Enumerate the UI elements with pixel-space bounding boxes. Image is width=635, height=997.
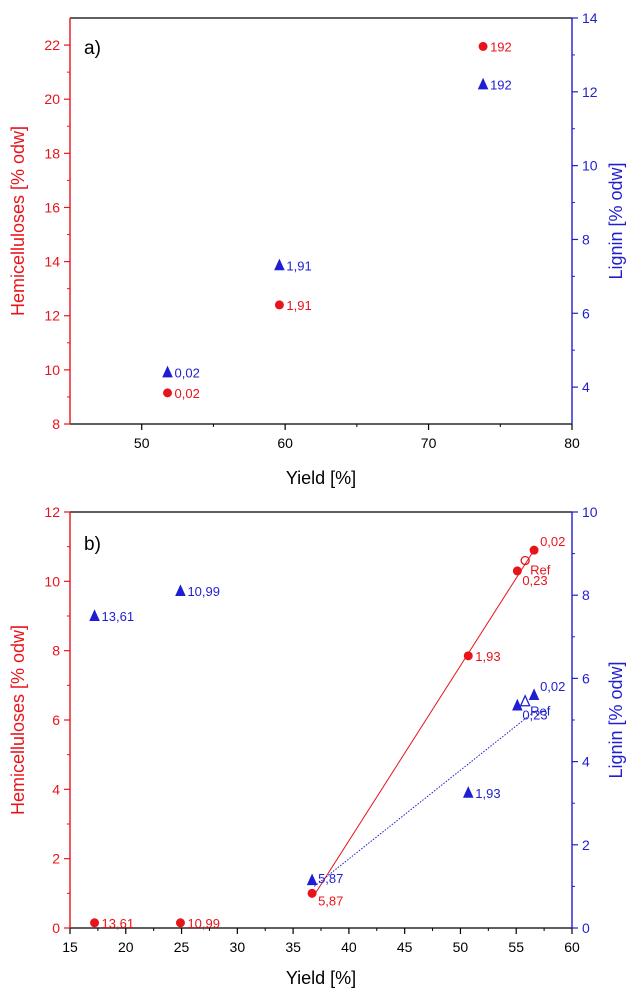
hemicellulose-point xyxy=(307,888,317,898)
lignin-point xyxy=(512,698,523,711)
y-right-tick-label: 4 xyxy=(582,754,590,770)
hemicellulose-point-label: 0,02 xyxy=(175,386,200,401)
lignin-point xyxy=(274,258,285,271)
hemicellulose-point xyxy=(274,300,284,310)
y-left-tick-label: 14 xyxy=(44,254,60,270)
y-left-tick-label: 12 xyxy=(44,504,60,520)
lignin-point-label: Ref xyxy=(530,703,551,718)
x-tick-label: 45 xyxy=(397,939,413,955)
y-left-tick-label: 8 xyxy=(52,416,60,432)
lignin-point xyxy=(462,786,474,798)
lignin-point-label: 13,61 xyxy=(102,609,135,624)
y-left-tick-label: 8 xyxy=(52,643,60,659)
y-right-tick-label: 6 xyxy=(582,305,590,321)
y-left-tick-label: 12 xyxy=(44,308,60,324)
hemicellulose-point-label: 192 xyxy=(490,39,512,54)
y-right-tick-label: 0 xyxy=(582,920,590,936)
hemicellulose-point-label: 1,91 xyxy=(286,298,311,313)
y-left-tick-label: 20 xyxy=(44,91,60,107)
x-tick-label: 40 xyxy=(341,939,357,955)
y-left-tick-label: 0 xyxy=(52,920,60,936)
panel-a: 50 60 70 80 8 10 12 14 16 18 20 22 4 6 8 10 12 14 Yield [%… xyxy=(8,10,626,488)
lignin-point-label: 0,23 xyxy=(522,707,547,722)
lignin-point-label: 1,91 xyxy=(286,258,311,273)
y-left-tick-label: 16 xyxy=(44,199,60,215)
x-tick-label: 60 xyxy=(564,939,580,955)
y-right-tick-label: 4 xyxy=(582,379,590,395)
y-left-axis-label: Hemicelluloses [% odw] xyxy=(8,126,28,316)
hemicellulose-point-label: Ref xyxy=(530,563,551,578)
y-right-axis-label: Lignin [% odw] xyxy=(606,162,626,279)
panel-label: a) xyxy=(84,38,101,59)
x-tick-label: 80 xyxy=(564,435,580,451)
panel-b: 15 20 25 30 35 40 45 50 55 600246810120246810Yiel… xyxy=(8,504,626,988)
x-tick-label: 20 xyxy=(118,939,134,955)
x-tick-label: 55 xyxy=(508,939,524,955)
lignin-point-label: 0,02 xyxy=(540,679,565,694)
y-right-tick-label: 14 xyxy=(582,10,598,26)
lignin-point-label: 5,87 xyxy=(318,871,343,886)
y-right-tick-label: 6 xyxy=(582,670,590,686)
hemicellulose-point-label: 5,87 xyxy=(318,893,343,908)
y-right-tick-label: 10 xyxy=(582,504,598,520)
lignin-point-label: 192 xyxy=(490,77,512,92)
x-tick-label: 70 xyxy=(421,435,437,451)
y-left-tick-label: 10 xyxy=(44,362,60,378)
lignin-point xyxy=(175,584,186,597)
y-right-tick-label: 12 xyxy=(582,84,598,100)
lignin-point xyxy=(89,609,100,621)
hemicellulose-point xyxy=(463,651,473,661)
hemicellulose-point-label: 10,99 xyxy=(187,916,220,931)
lignin-point xyxy=(306,873,318,886)
lignin-point xyxy=(519,694,531,707)
hemicellulose-point-label: 1,93 xyxy=(475,649,500,664)
hemicellulose-point-label: 0,02 xyxy=(540,534,565,549)
panel-label: b) xyxy=(84,534,101,555)
y-left-tick-label: 2 xyxy=(52,851,60,867)
hemicellulose-point xyxy=(529,545,539,555)
lignin-point xyxy=(528,688,540,701)
y-left-tick-label: 6 xyxy=(52,712,60,728)
y-left-axis-label: Hemicelluloses [% odw] xyxy=(8,625,28,815)
x-tick-label: 25 xyxy=(174,939,190,955)
y-right-tick-label: 8 xyxy=(582,231,590,247)
x-tick-label: 35 xyxy=(285,939,301,955)
hemicellulose-point xyxy=(512,566,522,576)
hemicellulose-point xyxy=(520,555,530,566)
lignin-trend-line xyxy=(313,711,535,887)
x-axis-label: Yield [%] xyxy=(286,968,356,988)
y-right-tick-label: 2 xyxy=(582,837,590,853)
hemicellulose-point xyxy=(175,918,185,928)
hemicellulose-trend-line xyxy=(313,549,535,896)
x-tick-label: 30 xyxy=(230,939,246,955)
hemicellulose-point xyxy=(90,918,100,928)
lignin-point xyxy=(477,77,489,90)
x-tick-label: 50 xyxy=(134,435,150,451)
y-left-tick-label: 18 xyxy=(44,145,60,161)
lignin-point xyxy=(162,365,173,378)
x-tick-label: 60 xyxy=(277,435,293,451)
y-right-axis-label: Lignin [% odw] xyxy=(606,661,626,778)
x-tick-label: 50 xyxy=(453,939,469,955)
hemicellulose-point-label: 13,61 xyxy=(102,916,135,931)
y-right-tick-label: 8 xyxy=(582,587,590,603)
hemicellulose-point xyxy=(163,388,173,398)
x-axis-label: Yield [%] xyxy=(286,468,356,488)
x-tick-label: 15 xyxy=(62,939,78,955)
lignin-point-label: 0,02 xyxy=(175,365,200,380)
y-left-tick-label: 22 xyxy=(44,37,60,53)
hemicellulose-point-label: 0,23 xyxy=(522,573,547,588)
y-left-tick-label: 10 xyxy=(44,573,60,589)
y-left-tick-label: 4 xyxy=(52,781,60,797)
y-right-tick-label: 10 xyxy=(582,158,598,174)
lignin-point-label: 10,99 xyxy=(187,584,220,599)
hemicellulose-point xyxy=(478,41,488,51)
lignin-point-label: 1,93 xyxy=(475,786,500,801)
